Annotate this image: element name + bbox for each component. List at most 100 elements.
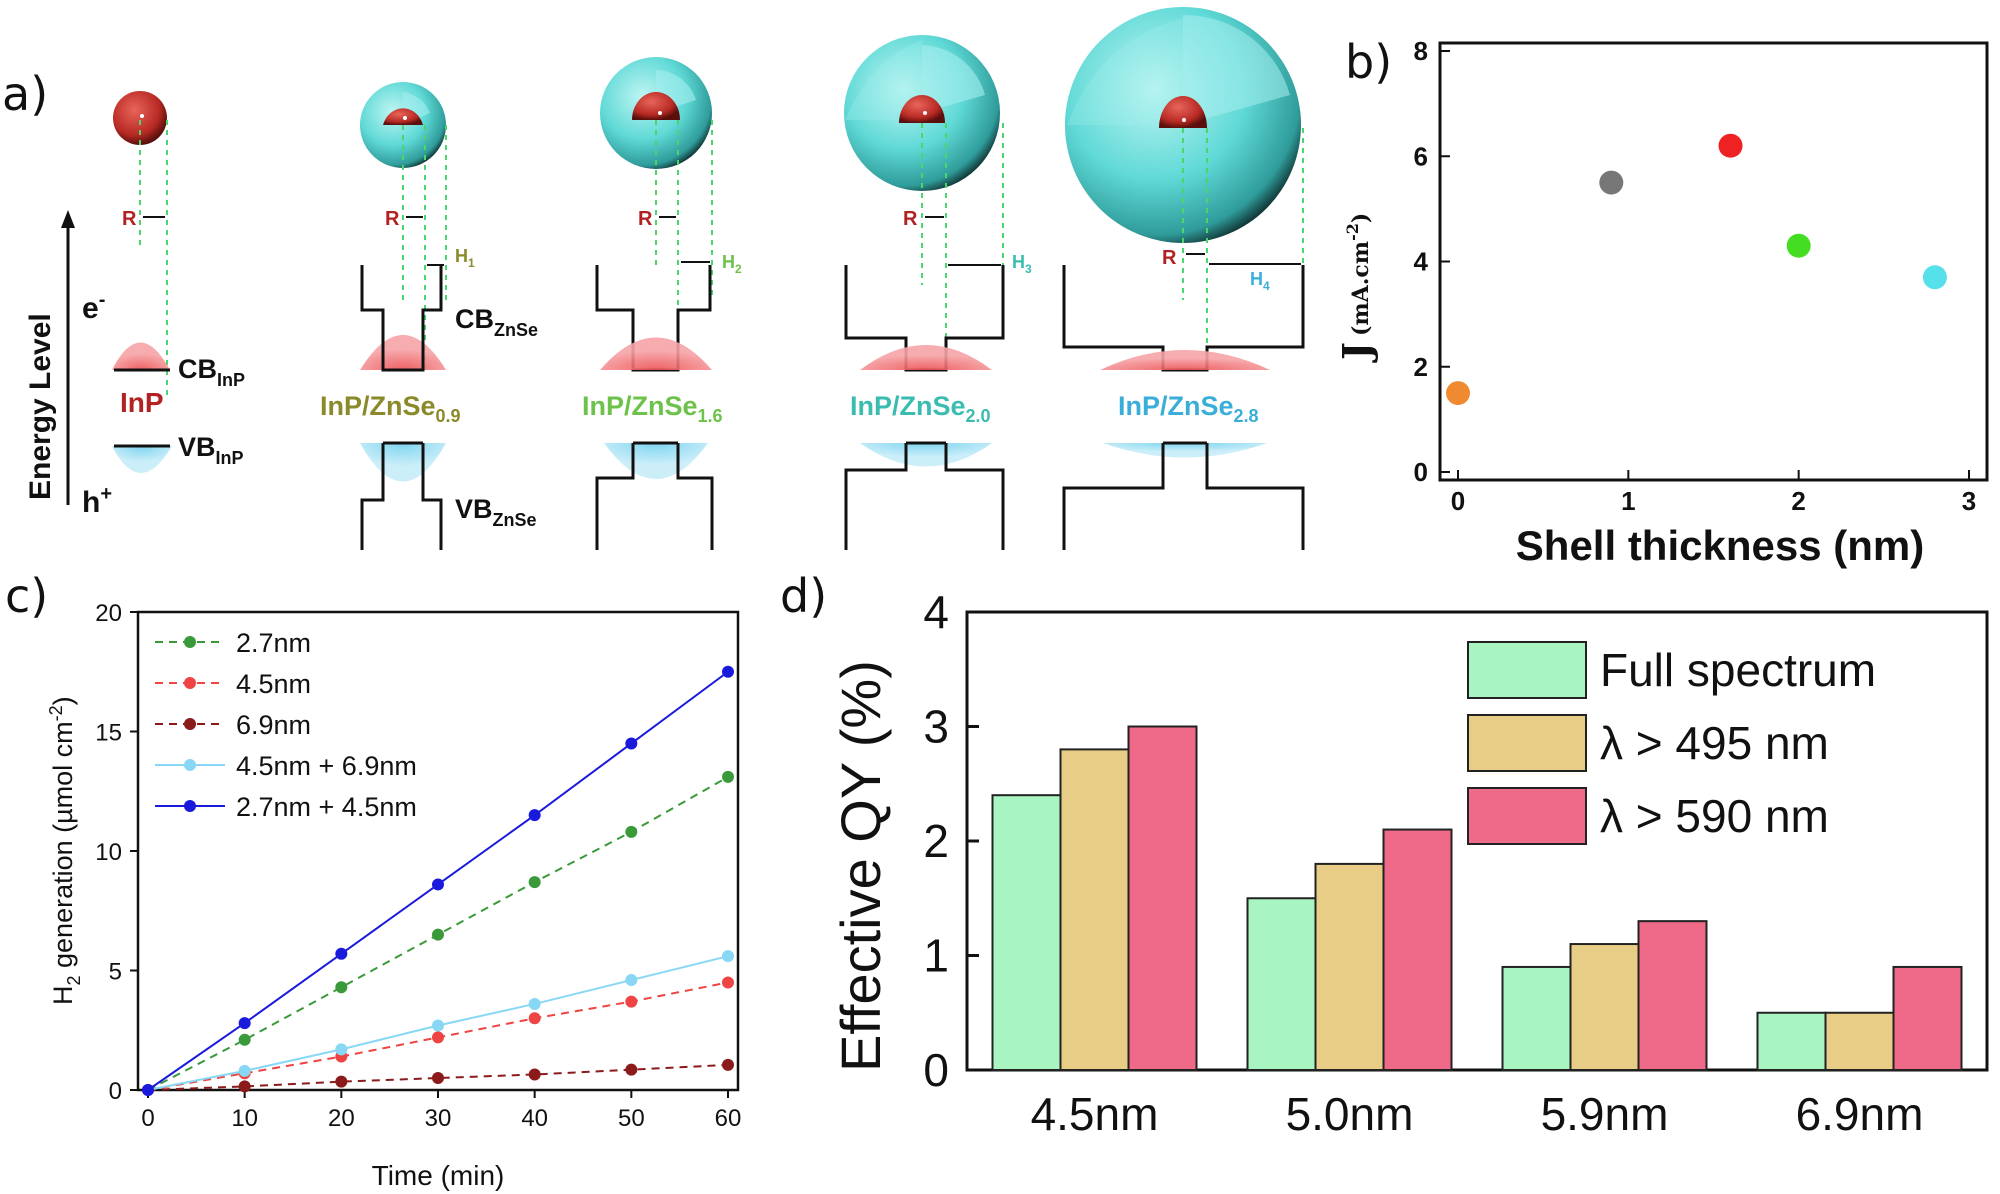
legend-swatch xyxy=(1467,787,1587,845)
legend-label: λ > 590 nm xyxy=(1600,790,1829,842)
data-point xyxy=(722,665,734,678)
legend-marker xyxy=(184,677,196,689)
legend-marker xyxy=(184,800,196,812)
legend-label: 2.7nm xyxy=(236,628,311,658)
legend-swatch xyxy=(1467,641,1587,699)
data-point xyxy=(625,995,638,1008)
x-axis-label: Shell thickness (nm) xyxy=(1516,522,1924,569)
x-axis-label: Time (min) xyxy=(372,1160,505,1191)
data-point xyxy=(625,737,638,750)
legend-label: 2.7nm + 4.5nm xyxy=(236,792,417,822)
energy-axis-arrow-icon xyxy=(61,210,75,228)
bar xyxy=(1892,965,1963,1072)
data-point xyxy=(528,1012,541,1025)
data-point xyxy=(432,1031,444,1044)
panel-label-c: c) xyxy=(5,569,48,623)
bar xyxy=(1569,943,1640,1071)
data-point xyxy=(1718,133,1743,158)
panel-label-d: d) xyxy=(780,569,827,623)
shell-thickness-label: H3 xyxy=(1012,252,1032,276)
column-label: InP/ZnSe2.8 xyxy=(1118,391,1259,426)
data-point xyxy=(432,928,444,941)
data-point xyxy=(722,976,734,989)
data-point xyxy=(238,1033,251,1046)
legend-marker xyxy=(184,636,196,648)
data-point xyxy=(238,1017,251,1030)
inp-core-sphere xyxy=(113,91,167,145)
x-tick-label: 1 xyxy=(1621,486,1635,516)
plot-frame xyxy=(136,610,740,1092)
data-point xyxy=(1599,170,1624,195)
data-point xyxy=(238,1080,251,1093)
legend-swatch xyxy=(1467,714,1587,772)
radius-label: R xyxy=(122,208,137,230)
y-tick-label: 8 xyxy=(1414,36,1428,66)
bar xyxy=(1127,725,1198,1071)
data-point xyxy=(528,997,541,1010)
electron-label: e- xyxy=(82,289,105,325)
legend-marker xyxy=(184,718,196,730)
inp-name-label: InP xyxy=(120,387,164,418)
y-tick-label: 2 xyxy=(1414,352,1428,382)
y-tick-label: 15 xyxy=(95,720,122,747)
bar xyxy=(1314,862,1385,1072)
panel-c-line-chart: c) 0 10 20 30 40 50 60 0 5 10 15 20 2.7nm 4.5nm 6.9nm… xyxy=(5,569,741,1191)
y-tick-label: 1 xyxy=(923,930,949,982)
data-point xyxy=(625,1063,638,1076)
legend-label: Full spectrum xyxy=(1600,644,1876,696)
x-tick-label: 20 xyxy=(328,1105,355,1132)
data-point xyxy=(528,1068,541,1081)
column-label: InP/ZnSe0.9 xyxy=(320,391,461,426)
shell-thickness-label: H1 xyxy=(455,246,475,270)
legend-label: 6.9nm xyxy=(236,710,311,740)
data-point xyxy=(528,809,541,822)
radius-label: R xyxy=(1162,247,1177,269)
data-point xyxy=(1786,233,1811,258)
data-point xyxy=(335,947,348,960)
radius-label: R xyxy=(385,208,400,230)
data-point xyxy=(722,950,734,963)
x-tick-label: 60 xyxy=(715,1105,742,1132)
data-point xyxy=(335,1043,348,1056)
data-point xyxy=(432,878,444,891)
x-tick-label: 10 xyxy=(231,1105,258,1132)
data-point xyxy=(1446,381,1470,406)
radius-label: R xyxy=(903,208,918,230)
y-tick-label: 2 xyxy=(923,815,949,867)
data-point xyxy=(335,1075,348,1088)
x-tick-label: 0 xyxy=(141,1105,154,1132)
data-point xyxy=(722,770,734,783)
y-tick-label: 4 xyxy=(923,586,949,638)
y-tick-label: 5 xyxy=(109,959,122,986)
x-tick-label: 4.5nm xyxy=(1031,1088,1159,1140)
radius-label: R xyxy=(638,208,653,230)
shell-thickness-label: H2 xyxy=(722,252,742,276)
data-point xyxy=(142,1084,154,1096)
hole-label: h+ xyxy=(82,483,112,519)
y-tick-label: 4 xyxy=(1414,247,1429,277)
column-label: InP/ZnSe2.0 xyxy=(850,391,991,426)
x-tick-label: 6.9nm xyxy=(1796,1088,1924,1140)
x-tick-label: 30 xyxy=(425,1105,452,1132)
bar xyxy=(991,794,1062,1071)
y-axis-label: J(mA.cm-2) xyxy=(1334,213,1379,363)
data-point xyxy=(1922,265,1947,290)
panel-d-bar-chart: d) 0 1 2 3 4 4.5nm 5.0nm 5.9nm 6.9nm Full spectr… xyxy=(780,569,1989,1140)
bar xyxy=(1637,920,1708,1072)
bar xyxy=(1824,1011,1895,1071)
energy-level-label: Energy Level xyxy=(24,313,57,500)
column-inp: R CBInP InP VBInP xyxy=(112,91,245,473)
bar xyxy=(1756,1011,1827,1071)
data-point xyxy=(625,974,638,987)
data-point xyxy=(432,1019,444,1032)
data-point xyxy=(625,825,638,838)
vb-inp-label: VBInP xyxy=(178,432,244,468)
x-tick-label: 5.9nm xyxy=(1541,1088,1669,1140)
cb-znse-label: CBZnSe xyxy=(455,304,538,340)
data-point xyxy=(238,1064,251,1077)
data-point xyxy=(528,876,541,889)
x-tick-label: 40 xyxy=(521,1105,548,1132)
vb-inp-lobe xyxy=(112,446,172,473)
vb-znse-label: VBZnSe xyxy=(455,494,537,530)
plot-frame xyxy=(1438,41,1989,482)
